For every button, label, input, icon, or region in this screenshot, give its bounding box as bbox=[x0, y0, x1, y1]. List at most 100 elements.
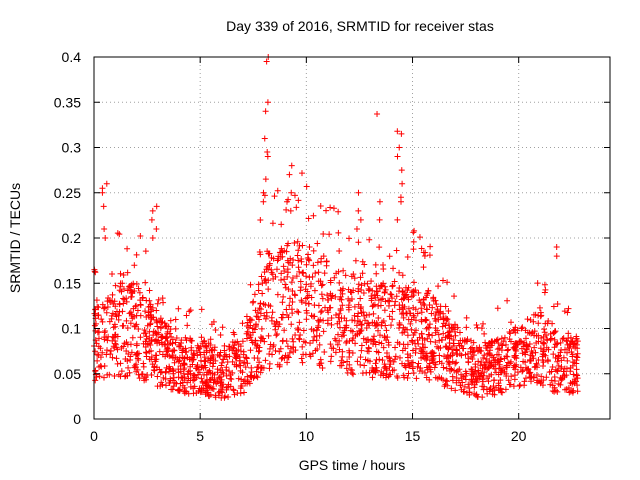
data-point bbox=[371, 333, 378, 340]
data-point bbox=[338, 315, 345, 322]
data-point bbox=[355, 288, 362, 295]
data-point bbox=[104, 371, 111, 378]
data-point bbox=[92, 377, 99, 384]
data-point bbox=[536, 304, 543, 311]
data-point bbox=[166, 363, 173, 370]
data-point bbox=[283, 206, 290, 213]
data-point bbox=[275, 255, 282, 262]
data-point bbox=[569, 378, 576, 385]
data-point bbox=[140, 330, 147, 337]
data-point bbox=[377, 332, 384, 339]
data-point bbox=[100, 305, 107, 312]
data-point bbox=[170, 383, 177, 390]
data-point bbox=[451, 328, 458, 335]
data-point bbox=[262, 315, 269, 322]
data-point bbox=[346, 235, 353, 242]
data-point bbox=[125, 364, 132, 371]
data-point bbox=[416, 234, 423, 241]
data-point bbox=[136, 375, 143, 382]
data-point bbox=[514, 369, 521, 376]
data-point bbox=[365, 348, 372, 355]
data-point bbox=[124, 287, 131, 294]
data-point bbox=[434, 306, 441, 313]
data-point bbox=[284, 359, 291, 366]
data-point bbox=[317, 309, 324, 316]
data-point bbox=[179, 354, 186, 361]
data-point bbox=[133, 251, 140, 258]
data-point bbox=[100, 203, 107, 210]
data-points bbox=[91, 54, 581, 401]
data-point bbox=[451, 293, 458, 300]
data-point bbox=[427, 350, 434, 357]
data-point bbox=[179, 375, 186, 382]
data-point bbox=[564, 349, 571, 356]
data-point bbox=[361, 280, 368, 287]
data-point bbox=[179, 349, 186, 356]
data-point bbox=[410, 288, 417, 295]
data-point bbox=[326, 304, 333, 311]
data-point bbox=[538, 378, 545, 385]
data-point bbox=[520, 343, 527, 350]
data-point bbox=[123, 298, 130, 305]
data-point bbox=[289, 310, 296, 317]
data-point bbox=[209, 370, 216, 377]
data-point bbox=[296, 335, 303, 342]
data-point bbox=[303, 261, 310, 268]
data-point bbox=[540, 340, 547, 347]
data-point bbox=[439, 323, 446, 330]
data-point bbox=[441, 383, 448, 390]
data-point bbox=[117, 373, 124, 380]
data-point bbox=[243, 313, 250, 320]
y-tick-label: 0 bbox=[73, 411, 81, 427]
data-point bbox=[164, 337, 171, 344]
data-point bbox=[520, 358, 527, 365]
data-point bbox=[266, 250, 273, 257]
data-point bbox=[461, 383, 468, 390]
data-point bbox=[255, 287, 262, 294]
data-point bbox=[218, 362, 225, 369]
data-point bbox=[573, 371, 580, 378]
data-point bbox=[127, 320, 134, 327]
data-point bbox=[421, 302, 428, 309]
data-point bbox=[349, 317, 356, 324]
data-point bbox=[120, 272, 127, 279]
data-point bbox=[345, 306, 352, 313]
data-point bbox=[212, 392, 219, 399]
data-point bbox=[440, 330, 447, 337]
data-point bbox=[376, 216, 383, 223]
data-point bbox=[336, 346, 343, 353]
data-point bbox=[258, 273, 265, 280]
data-point bbox=[378, 340, 385, 347]
data-point bbox=[404, 375, 411, 382]
data-point bbox=[374, 111, 381, 118]
data-point bbox=[483, 356, 490, 363]
data-point bbox=[102, 327, 109, 334]
data-point bbox=[248, 364, 255, 371]
data-point bbox=[307, 340, 314, 347]
data-point bbox=[450, 340, 457, 347]
data-point bbox=[273, 266, 280, 273]
data-point bbox=[230, 344, 237, 351]
data-point bbox=[148, 337, 155, 344]
data-point bbox=[429, 332, 436, 339]
data-point bbox=[405, 370, 412, 377]
data-point bbox=[549, 363, 556, 370]
data-point bbox=[561, 308, 568, 315]
data-point bbox=[471, 381, 478, 388]
data-point bbox=[530, 311, 537, 318]
data-point bbox=[380, 266, 387, 273]
data-point bbox=[473, 322, 480, 329]
data-point bbox=[196, 345, 203, 352]
data-point bbox=[547, 330, 554, 337]
data-point bbox=[452, 387, 459, 394]
data-point bbox=[261, 338, 268, 345]
data-point bbox=[319, 295, 326, 302]
data-point bbox=[410, 331, 417, 338]
data-point bbox=[162, 382, 169, 389]
data-point bbox=[106, 318, 113, 325]
data-point bbox=[308, 312, 315, 319]
data-point bbox=[165, 347, 172, 354]
data-point bbox=[182, 387, 189, 394]
data-point bbox=[557, 349, 564, 356]
